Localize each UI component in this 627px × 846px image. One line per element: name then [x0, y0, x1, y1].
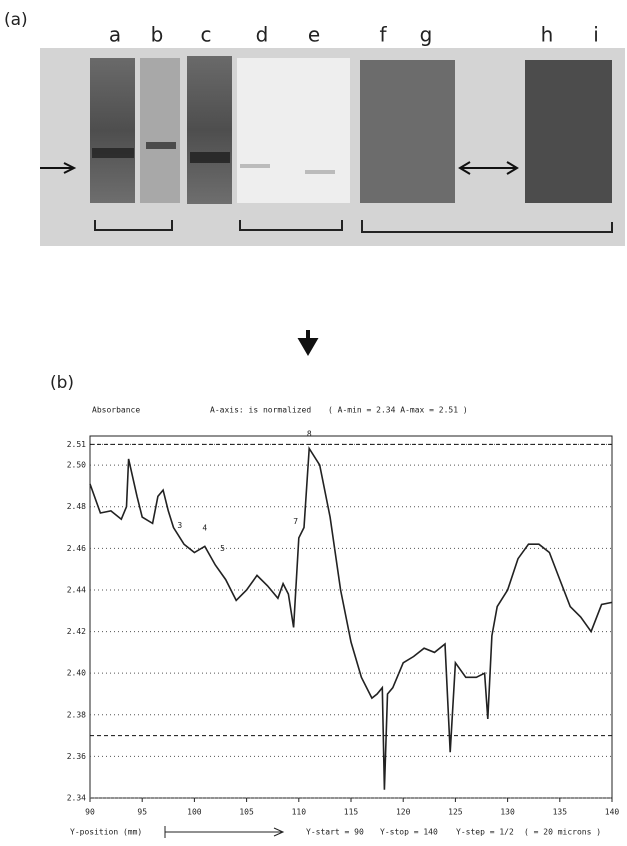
footer-note: Y-stop = 140	[380, 828, 438, 837]
lane-label: d	[256, 23, 269, 47]
y-tick-label: 2.51	[67, 440, 86, 449]
band	[92, 148, 134, 158]
panel-label: (a)	[4, 10, 28, 30]
peak-label: 8	[307, 430, 312, 439]
band	[190, 152, 230, 163]
band	[305, 170, 335, 174]
double-arrow	[458, 161, 519, 175]
plot-frame	[89, 435, 613, 799]
x-tick-label: 100	[187, 808, 202, 817]
y-tick-label: 2.34	[67, 794, 86, 803]
peak-label: 5	[220, 544, 225, 553]
panel-a: (a) a b c d e f g h i	[4, 10, 625, 246]
band	[240, 164, 270, 168]
lane-strip	[90, 58, 135, 203]
x-tick-label: 90	[85, 808, 95, 817]
lane-label: i	[593, 23, 599, 47]
lane-strip	[140, 58, 180, 203]
x-tick-label: 140	[605, 808, 620, 817]
footer-note: ( = 20 microns )	[524, 828, 601, 837]
y-tick-label: 2.48	[67, 502, 86, 511]
lane-label: c	[201, 23, 212, 47]
x-axis-label: Y-position (mm)	[70, 828, 142, 837]
lane-label: b	[151, 23, 164, 47]
x-tick-label: 115	[344, 808, 359, 817]
lane-label: h	[541, 23, 554, 47]
bracket	[94, 220, 613, 233]
x-tick-label: 120	[396, 808, 411, 817]
band	[146, 142, 176, 149]
x-tick-label: 95	[137, 808, 147, 817]
footer-note: Y-step = 1/2	[456, 828, 514, 837]
footer-arrow	[164, 826, 285, 838]
footer-note: Y-start = 90	[306, 828, 364, 837]
y-tick-label: 2.42	[67, 627, 86, 636]
y-tick-label: 2.46	[67, 544, 86, 553]
x-tick-label: 110	[292, 808, 307, 817]
down-arrow	[297, 330, 319, 356]
y-tick-label: 2.36	[67, 752, 86, 761]
arrow	[40, 162, 77, 174]
lane-label: g	[420, 23, 433, 47]
lane-label: a	[109, 23, 121, 47]
x-tick-label: 105	[239, 808, 254, 817]
y-tick-label: 2.38	[67, 710, 86, 719]
peak-label: 3	[177, 521, 182, 530]
x-tick-label: 125	[448, 808, 463, 817]
lane-strip	[237, 58, 350, 203]
x-tick-label: 130	[500, 808, 515, 817]
lane-strip	[187, 56, 232, 204]
y-tick-label: 2.50	[67, 461, 86, 470]
peak-label: 7	[293, 517, 298, 526]
y-tick-label: 2.40	[67, 669, 86, 678]
lane-strip	[525, 60, 612, 203]
lane-label: e	[308, 23, 320, 47]
x-tick-label: 135	[553, 808, 568, 817]
header-note: A-axis: is normalized	[210, 406, 311, 415]
peak-label: 4	[202, 523, 207, 532]
range-note: ( A-min = 2.34 A-max = 2.51 )	[328, 406, 468, 415]
trace	[89, 445, 613, 790]
y-axis-label: Absorbance	[92, 406, 140, 415]
y-tick-label: 2.44	[67, 585, 86, 594]
lane-strip	[360, 60, 455, 203]
lane-label: f	[379, 23, 387, 47]
panel-label: (b)	[50, 373, 74, 393]
